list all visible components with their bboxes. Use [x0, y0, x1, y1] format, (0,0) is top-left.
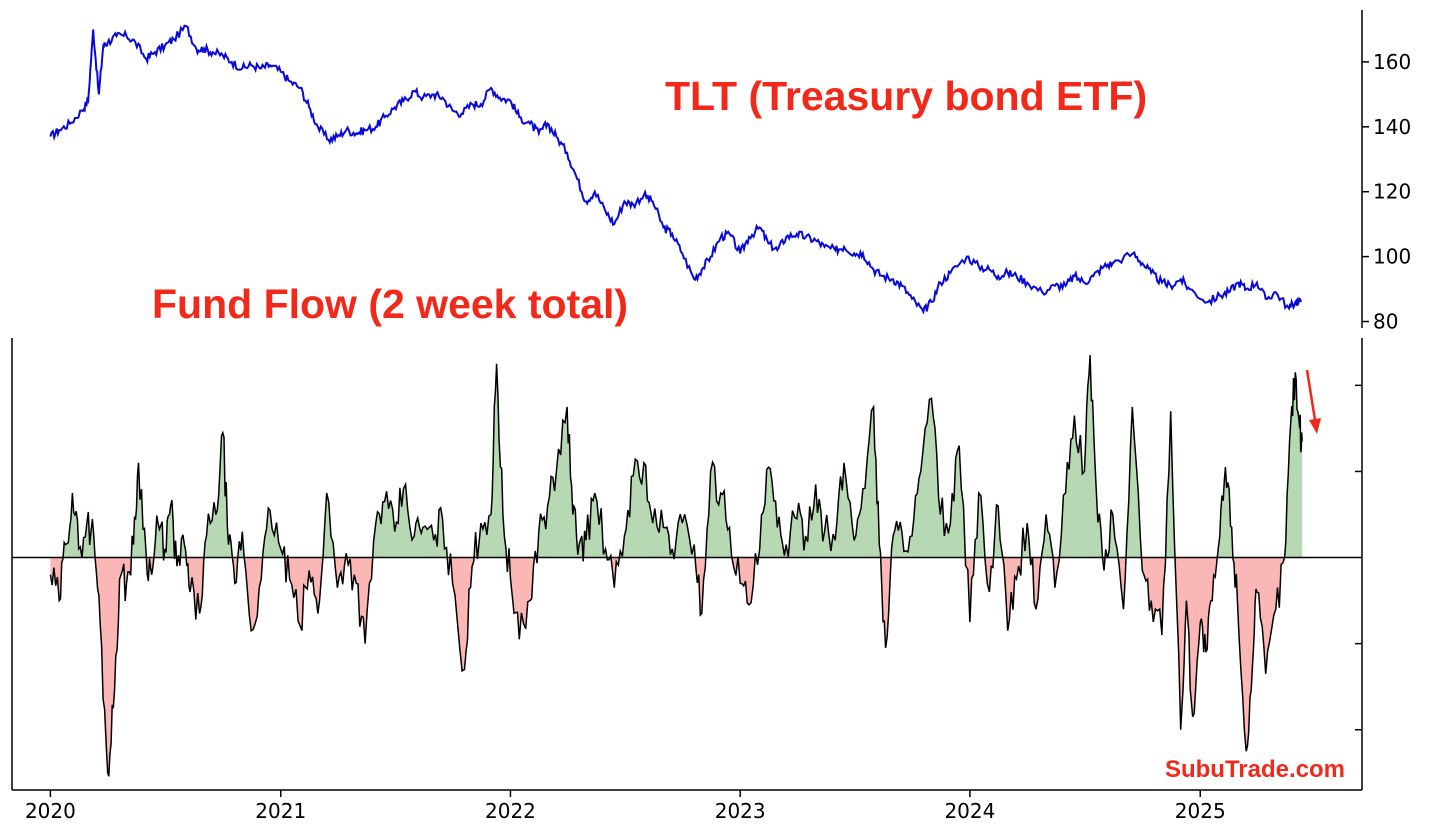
inflow-area	[372, 484, 448, 558]
fund-flow-panel: Fund Flow (2 week total) 2020 2021 2022 202…	[11, 281, 1363, 823]
top-y-tick-label: 160	[1373, 50, 1411, 74]
inflow-area	[1284, 372, 1303, 558]
outflow-area	[288, 557, 323, 631]
bottom-y-ticks	[1355, 384, 1362, 731]
inflow-area	[1126, 406, 1142, 558]
inflow-area	[891, 398, 966, 558]
down-arrow-annotation	[1305, 369, 1321, 434]
inflow-area	[619, 459, 674, 558]
fund-flow-areas	[50, 355, 1303, 777]
outflow-area	[880, 557, 892, 648]
inflow-area	[1041, 514, 1054, 558]
inflow-area	[477, 363, 507, 558]
arrow-shaft	[1305, 369, 1317, 421]
outflow-area	[244, 557, 263, 631]
outflow-area	[965, 557, 975, 623]
outflow-area	[738, 557, 756, 605]
fund-flow-line	[49, 355, 1303, 777]
x-tick-label: 2022	[485, 799, 536, 823]
inflow-area	[1107, 509, 1119, 558]
tlt-price-panel: 80 100 120 140 160 TLT (Treasury bond ETF)	[49, 10, 1411, 334]
outflow-area	[509, 557, 535, 640]
x-tick-label: 2021	[255, 799, 306, 823]
top-y-axis: 80 100 120 140 160	[1362, 50, 1411, 334]
x-tick-label: 2023	[715, 799, 766, 823]
inflow-area	[131, 462, 147, 558]
outflow-area	[450, 557, 475, 671]
inflow-area	[1165, 411, 1175, 558]
outflow-area	[1232, 557, 1285, 752]
tlt-title: TLT (Treasury bond ETF)	[665, 73, 1147, 119]
x-tick-label: 2020	[25, 799, 76, 823]
inflow-area	[583, 493, 607, 558]
tlt-price-line	[49, 24, 1302, 315]
outflow-area	[695, 557, 706, 616]
top-y-tick-label: 120	[1373, 180, 1411, 204]
x-tick-label: 2025	[1175, 799, 1226, 823]
outflow-area	[1141, 557, 1166, 635]
x-axis: 2020 2021 2022 2023 2024 2025	[25, 790, 1226, 823]
x-tick-label: 2024	[944, 799, 995, 823]
inflow-area	[974, 493, 985, 558]
top-y-tick-label: 80	[1373, 310, 1398, 334]
watermark: SubuTrade.com	[1165, 756, 1345, 783]
inflow-area	[705, 462, 732, 558]
arrow-head-icon	[1309, 418, 1321, 434]
inflow-area	[537, 406, 583, 558]
fund-flow-title: Fund Flow (2 week total)	[152, 281, 628, 327]
top-y-tick-label: 100	[1373, 245, 1411, 269]
inflow-area	[63, 493, 82, 558]
outflow-area	[186, 557, 204, 620]
top-y-tick-label: 140	[1373, 115, 1411, 139]
inflow-area	[204, 432, 233, 558]
inflow-area	[758, 406, 881, 558]
outflow-area	[95, 557, 132, 777]
outflow-area	[1175, 557, 1218, 730]
